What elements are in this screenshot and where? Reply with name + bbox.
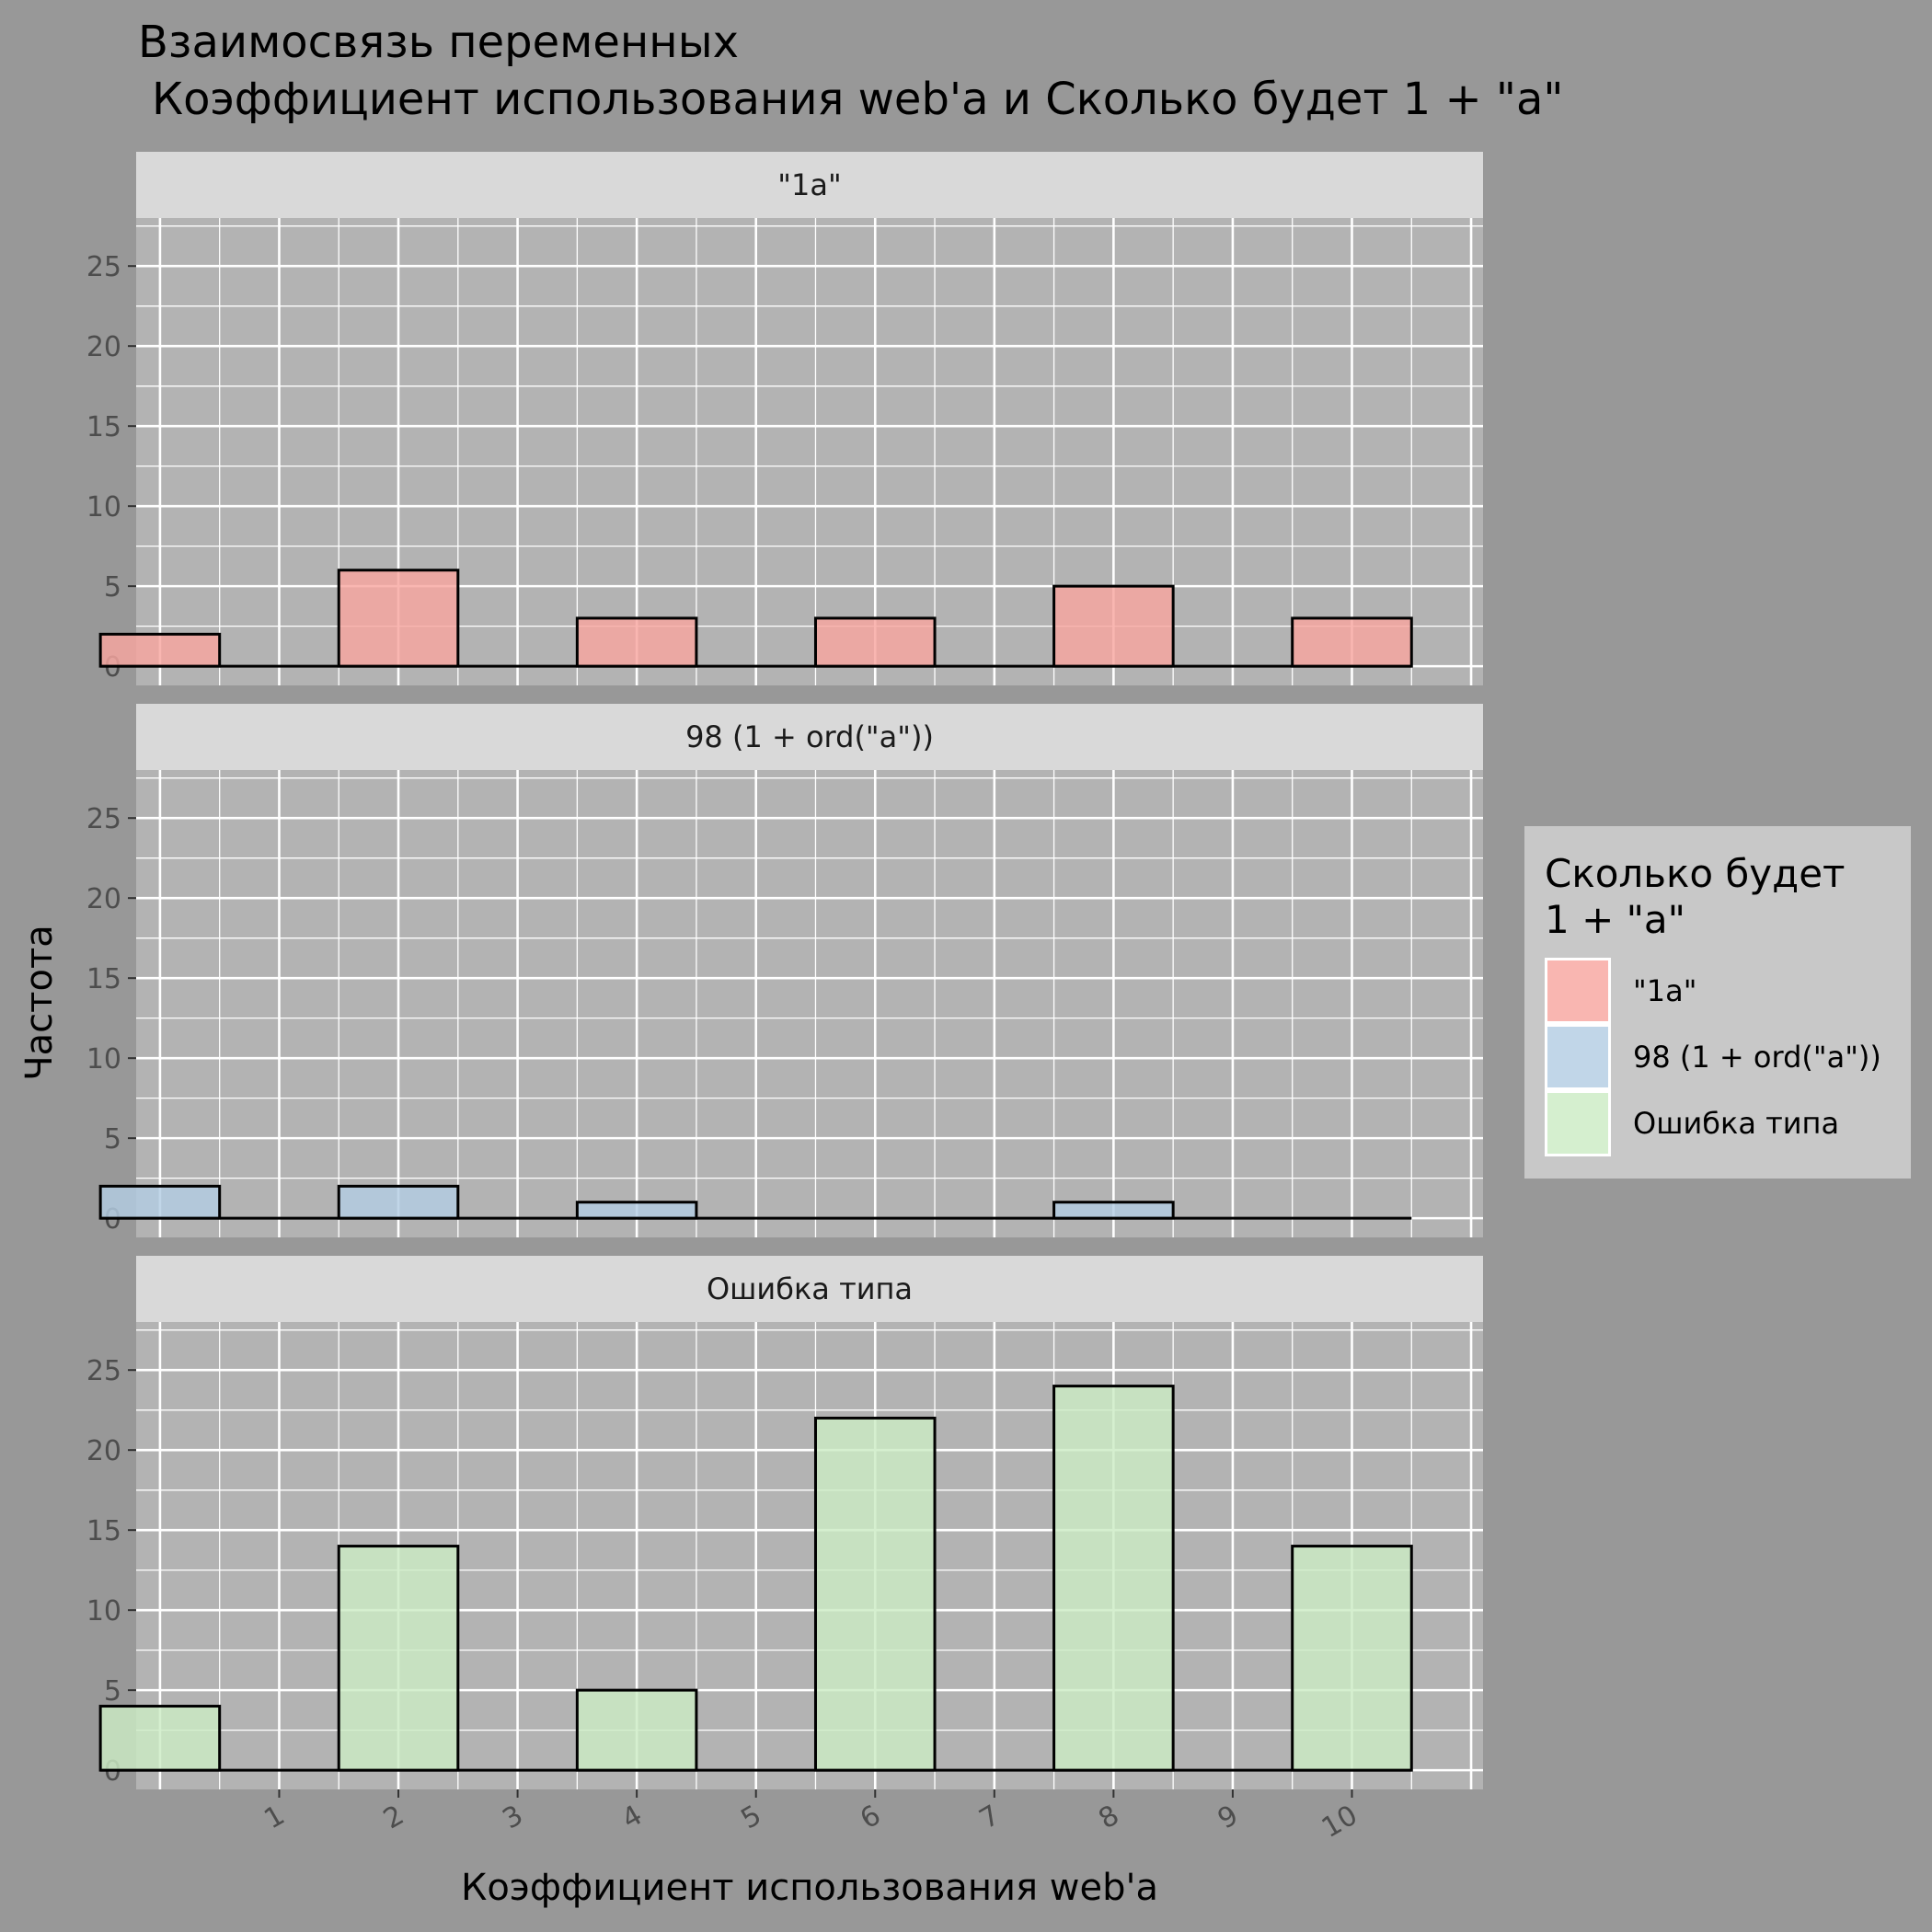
y-tick-label: 5 [104, 1675, 121, 1708]
bar [813, 616, 937, 668]
y-tick-label: 5 [104, 571, 121, 604]
legend-key [1547, 960, 1608, 1021]
x-axis: 1 2 3 4 5 6 7 8 9 10 [259, 1789, 1363, 1845]
bar [98, 632, 222, 668]
y-tick-label: 10 [86, 1043, 121, 1075]
facet-strip-label: "1a" [777, 167, 841, 202]
bar [575, 616, 698, 668]
x-tick-label: 1 [259, 1800, 290, 1836]
y-axis-title: Частота [18, 925, 61, 1081]
y-tick-label: 10 [86, 1595, 121, 1627]
y-tick-label: 20 [86, 331, 121, 363]
legend-title-line: 1 + "a" [1545, 897, 1685, 942]
bar [1052, 1201, 1175, 1220]
chart-subtitle: Коэффициент использования web'a и Скольк… [152, 74, 1564, 125]
x-axis-title: Коэффициент использования web'a [461, 1867, 1158, 1909]
bar [337, 569, 460, 668]
panel-background [136, 770, 1483, 1237]
bar [575, 1201, 698, 1220]
x-tick-label: 10 [1317, 1800, 1363, 1845]
y-tick-label: 25 [86, 1355, 121, 1387]
x-tick-label: 6 [855, 1800, 886, 1836]
facet-strip [136, 152, 1483, 218]
legend-label: "1a" [1633, 973, 1696, 1008]
bar [98, 1705, 222, 1772]
facet-strip [136, 1256, 1483, 1322]
legend-title-line: Сколько будет [1545, 851, 1846, 896]
x-tick-label: 7 [974, 1800, 1006, 1836]
x-tick-label: 9 [1213, 1800, 1244, 1836]
facet-panels: "1a"051015202598 (1 + ord("a"))051015202… [86, 152, 1483, 1789]
bar [98, 1184, 222, 1220]
y-tick-label: 25 [86, 251, 121, 283]
bar [813, 1416, 937, 1772]
x-tick-label: 2 [378, 1800, 409, 1836]
x-tick-label: 5 [736, 1800, 767, 1836]
y-tick-label: 15 [86, 963, 121, 995]
chart-title: Взаимосвязь переменных [138, 17, 739, 68]
bar [337, 1184, 460, 1220]
facet-strip [136, 704, 1483, 770]
bar [1291, 616, 1413, 668]
y-tick-label: 20 [86, 883, 121, 915]
facet-strip-label: Ошибка типа [707, 1271, 913, 1306]
facet-panel-1: "1a"0510152025 [86, 152, 1483, 685]
y-tick-label: 15 [86, 411, 121, 443]
x-tick-label: 3 [498, 1800, 529, 1836]
bar [337, 1545, 460, 1772]
bar [575, 1688, 698, 1772]
y-tick-label: 25 [86, 803, 121, 835]
facet-panel-2: 98 (1 + ord("a"))0510152025 [86, 704, 1483, 1237]
bar [1291, 1545, 1413, 1772]
legend-label: Ошибка типа [1633, 1106, 1839, 1141]
legend-label: 98 (1 + ord("a")) [1633, 1040, 1881, 1075]
y-tick-label: 15 [86, 1515, 121, 1547]
x-tick-label: 4 [616, 1800, 648, 1836]
bar [1052, 584, 1175, 668]
bar [1052, 1385, 1175, 1772]
y-tick-label: 10 [86, 491, 121, 523]
y-tick-label: 20 [86, 1435, 121, 1467]
legend-key [1547, 1027, 1608, 1087]
facet-strip-label: 98 (1 + ord("a")) [685, 719, 934, 754]
x-tick-label: 8 [1093, 1800, 1124, 1836]
y-tick-label: 5 [104, 1123, 121, 1156]
legend-key [1547, 1093, 1608, 1154]
facet-panel-3: Ошибка типа0510152025 [86, 1256, 1483, 1789]
